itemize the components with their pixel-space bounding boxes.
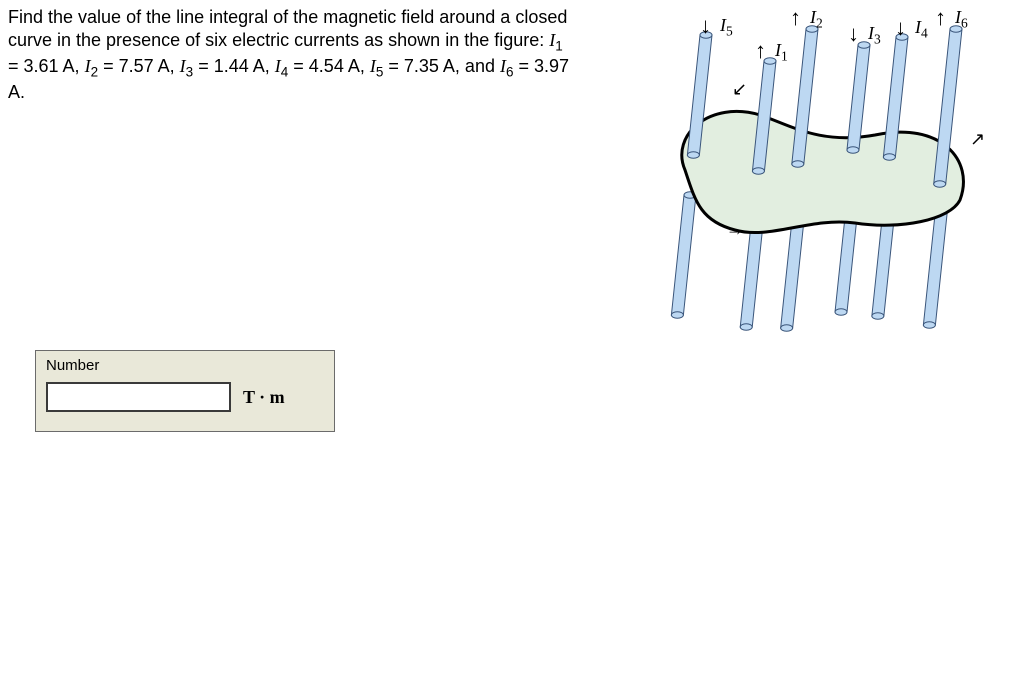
- answer-input[interactable]: [46, 382, 231, 412]
- question-part: = 3.61 A,: [8, 56, 85, 76]
- answer-label: Number: [46, 357, 324, 374]
- current-label: I6: [955, 7, 968, 32]
- figure: ↙→↗ ↓I5↑I1↑I2↓I3↓I4↑I6: [640, 5, 1010, 365]
- current-label: I1: [775, 40, 788, 65]
- current-arrow-icon: ↓: [895, 17, 906, 39]
- question-part: = 7.35 A, and: [388, 56, 500, 76]
- symbol-i4-s: 4: [281, 65, 289, 80]
- symbol-i3-s: 3: [186, 65, 194, 80]
- symbol-i2-s: 2: [91, 65, 99, 80]
- current-arrow-icon: ↑: [790, 7, 801, 29]
- current-label: I2: [810, 7, 823, 32]
- symbol-i6-s: 6: [506, 65, 514, 80]
- answer-row: T · m: [46, 382, 324, 412]
- current-arrow-icon: ↓: [848, 23, 859, 45]
- symbol-i5-s: 5: [376, 65, 384, 80]
- question-text: Find the value of the line integral of t…: [8, 6, 578, 104]
- current-arrow-icon: ↑: [935, 7, 946, 29]
- current-label: I4: [915, 17, 928, 42]
- svg-text:↗: ↗: [970, 129, 985, 149]
- question-part: = 4.54 A,: [293, 56, 370, 76]
- current-label: I5: [720, 15, 733, 40]
- figure-svg: ↙ → ↗: [640, 5, 1010, 365]
- question-part: Find the value of the line integral of t…: [8, 7, 567, 50]
- svg-text:→: →: [726, 219, 744, 239]
- question-part: = 1.44 A,: [198, 56, 275, 76]
- answer-unit: T · m: [243, 387, 285, 408]
- current-label: I3: [868, 23, 881, 48]
- symbol-i1-s: 1: [555, 38, 563, 53]
- svg-text:↙: ↙: [732, 79, 747, 99]
- question-part: = 7.57 A,: [103, 56, 180, 76]
- answer-box: Number T · m: [35, 350, 335, 432]
- current-arrow-icon: ↓: [700, 15, 711, 37]
- current-arrow-icon: ↑: [755, 40, 766, 62]
